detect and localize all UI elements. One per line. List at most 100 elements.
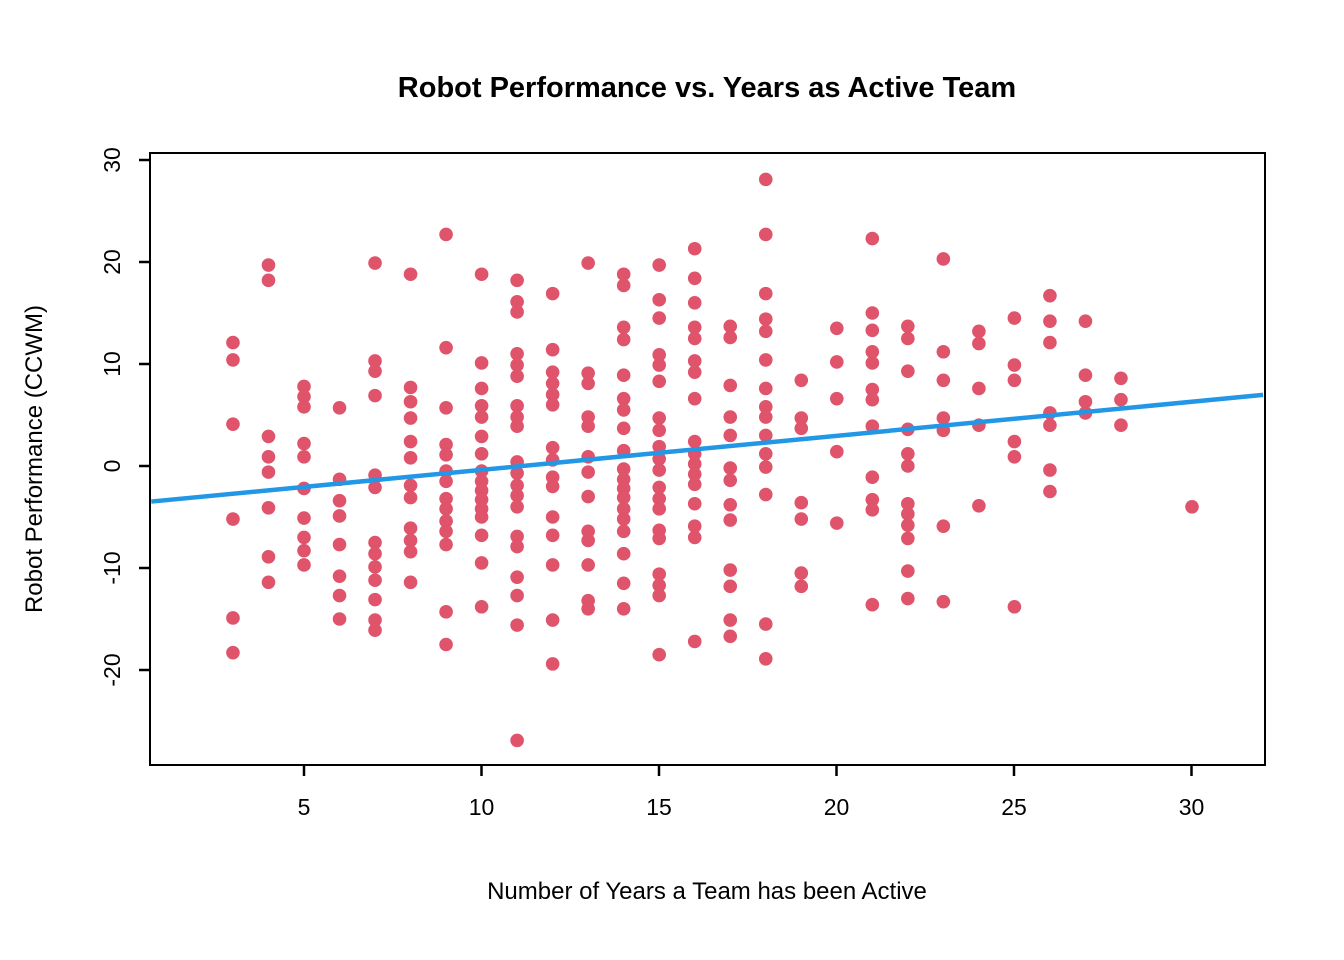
data-point (936, 344, 951, 359)
data-point (794, 512, 809, 526)
data-point (652, 311, 666, 325)
data-point (474, 356, 489, 370)
data-point (368, 354, 382, 368)
data-point (368, 546, 382, 561)
data-point (616, 332, 631, 347)
data-point (723, 473, 738, 488)
data-point (510, 294, 524, 309)
data-point (758, 353, 773, 367)
data-point (758, 446, 773, 461)
data-point (687, 634, 702, 649)
data-point (403, 478, 418, 493)
y-tick-label: 30 (99, 147, 125, 173)
data-point (332, 537, 347, 552)
data-point (510, 500, 524, 514)
data-point (439, 474, 453, 489)
data-point (510, 588, 524, 603)
data-point (616, 368, 631, 383)
y-tick-label: 10 (99, 351, 125, 377)
data-point (545, 613, 560, 627)
data-point (723, 613, 738, 627)
data-point (403, 411, 418, 425)
data-point (510, 488, 524, 503)
data-point (439, 437, 453, 452)
data-point (687, 434, 702, 449)
data-point (297, 530, 311, 545)
data-point (616, 602, 631, 616)
data-point (901, 364, 915, 378)
data-point (581, 558, 595, 572)
data-point (297, 543, 311, 558)
data-point (261, 465, 276, 479)
data-point (652, 502, 666, 516)
data-point (1114, 418, 1128, 433)
data-point (368, 573, 382, 588)
y-tick-label: 20 (99, 249, 125, 275)
data-point (545, 528, 560, 543)
data-point (758, 312, 773, 326)
data-point (1007, 599, 1022, 614)
data-point (368, 560, 382, 574)
data-point (936, 252, 951, 266)
data-point (439, 537, 453, 552)
data-point (368, 535, 382, 550)
data-point (865, 323, 880, 338)
data-point (616, 512, 631, 526)
data-point (510, 399, 524, 413)
data-point (439, 502, 453, 516)
plot-box-border (149, 152, 1266, 766)
data-point (652, 567, 666, 581)
data-point (368, 623, 382, 638)
data-point (830, 391, 844, 406)
data-point (830, 516, 844, 530)
data-point (687, 241, 702, 256)
data-point (297, 450, 311, 464)
y-axis-title: Robot Performance (CCWM) (21, 305, 48, 613)
data-point (723, 410, 738, 424)
data-point (368, 364, 382, 378)
data-point (972, 336, 986, 351)
data-point (652, 358, 666, 372)
data-point (403, 521, 418, 536)
data-point (226, 335, 240, 350)
data-point (368, 256, 382, 270)
data-point (510, 358, 524, 372)
data-point (261, 258, 276, 272)
data-point (901, 591, 915, 606)
data-point (510, 419, 524, 434)
data-point (794, 495, 809, 510)
data-point (545, 342, 560, 357)
data-point (545, 558, 560, 572)
data-point (936, 594, 951, 609)
data-point (545, 510, 560, 524)
data-point (652, 292, 666, 307)
data-point (439, 401, 453, 415)
data-point (332, 401, 347, 415)
x-tick-label: 30 (1179, 794, 1205, 820)
data-point (972, 381, 986, 396)
data-point (1043, 484, 1057, 499)
data-point (439, 637, 453, 652)
data-point (403, 451, 418, 465)
data-point (510, 369, 524, 384)
data-point (652, 491, 666, 506)
trendline-layer (151, 392, 1264, 504)
data-point (581, 533, 595, 548)
data-point (581, 489, 595, 504)
data-point (616, 278, 631, 293)
data-point (439, 491, 453, 506)
data-point (865, 231, 880, 246)
data-point (652, 348, 666, 362)
data-point (297, 558, 311, 572)
data-point (687, 467, 702, 481)
data-point (865, 392, 880, 407)
data-point (226, 512, 240, 526)
data-point (510, 733, 524, 748)
chart-title: Robot Performance vs. Years as Active Te… (398, 72, 1016, 104)
data-point (758, 227, 773, 242)
x-axis-title: Number of Years a Team has been Active (487, 878, 927, 905)
data-point (1078, 368, 1093, 383)
data-point (652, 480, 666, 495)
data-point (723, 461, 738, 475)
